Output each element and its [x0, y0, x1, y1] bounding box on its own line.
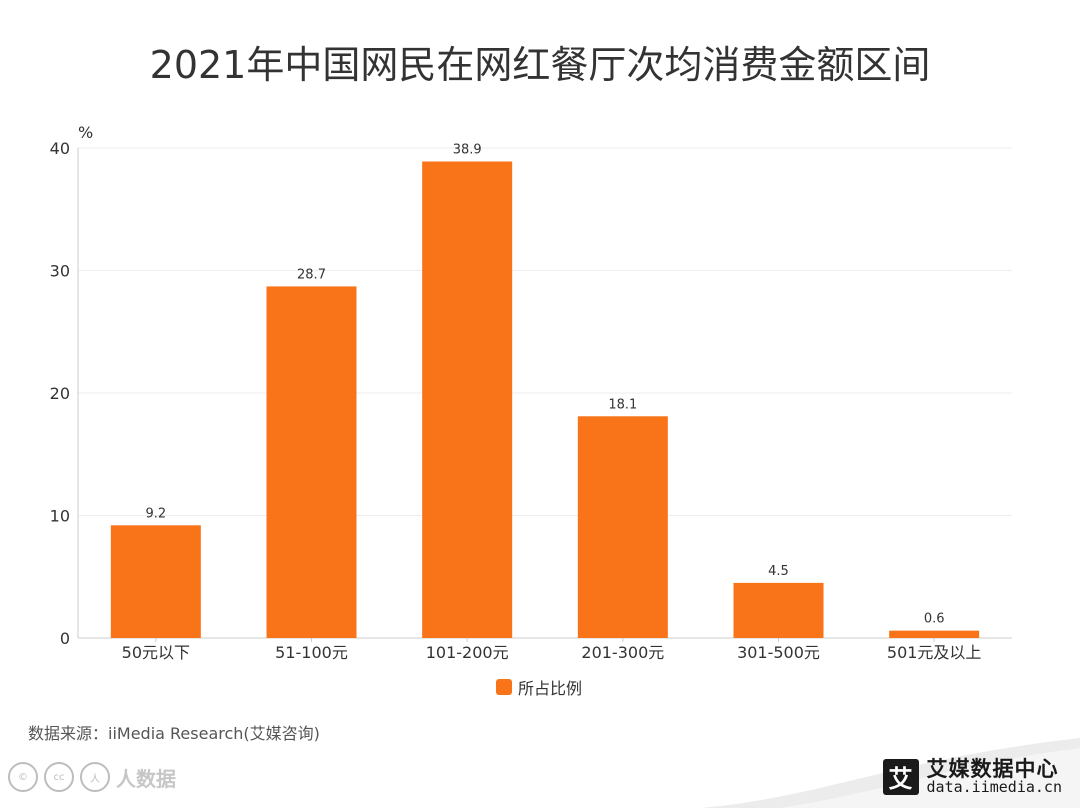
data-label: 38.9	[453, 142, 482, 157]
data-label: 28.7	[297, 267, 326, 282]
brand-name: 艾媒数据中心	[926, 757, 1059, 781]
bar	[110, 525, 201, 638]
data-label: 0.6	[924, 612, 945, 627]
x-tick-label: 201-300元	[581, 643, 664, 662]
bar	[422, 161, 513, 638]
watermark: © cc 人 人数据	[8, 762, 176, 792]
chart-title: 2021年中国网民在网红餐厅次均消费金额区间	[149, 43, 931, 87]
x-tick-label: 101-200元	[426, 643, 509, 662]
y-tick-label: 10	[50, 507, 70, 526]
x-tick-label: 301-500元	[737, 643, 820, 662]
source-note: 数据来源：iiMedia Research(艾媒咨询)	[28, 724, 320, 743]
brand: 艾 艾媒数据中心 data.iimedia.cn	[882, 757, 1062, 797]
person-icon: 人	[80, 762, 110, 792]
x-tick-label: 51-100元	[275, 643, 348, 662]
y-tick-label: 30	[50, 262, 70, 281]
data-label: 18.1	[608, 397, 637, 412]
bar	[577, 416, 668, 638]
bar	[733, 582, 824, 638]
cc-icon: cc	[44, 762, 74, 792]
x-tick-label: 501元及以上	[887, 643, 982, 662]
x-tick-label: 50元以下	[122, 643, 190, 662]
legend[interactable]: 所占比例	[496, 675, 582, 699]
bar	[889, 630, 980, 638]
data-label: 4.5	[768, 564, 789, 579]
watermark-text: 人数据	[116, 766, 176, 791]
legend-swatch	[496, 679, 512, 695]
y-axis-unit: %	[78, 123, 93, 142]
y-tick-label: 20	[50, 384, 70, 403]
bar	[266, 286, 357, 638]
brand-logo-icon: 艾	[882, 758, 919, 795]
y-tick-label: 0	[60, 629, 70, 648]
data-label: 9.2	[145, 506, 166, 521]
brand-url: data.iimedia.cn	[926, 778, 1062, 797]
legend-label: 所占比例	[518, 679, 583, 698]
copyright-icon: ©	[8, 762, 38, 792]
y-tick-label: 40	[50, 139, 70, 158]
